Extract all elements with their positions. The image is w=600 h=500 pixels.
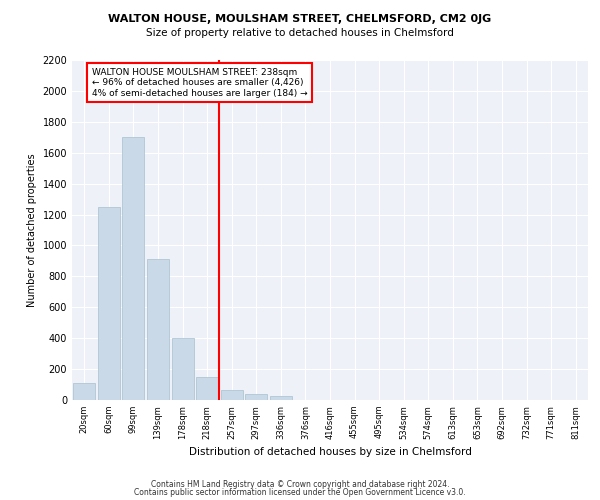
Bar [147,260,169,400]
Text: Contains public sector information licensed under the Open Government Licence v3: Contains public sector information licen… [134,488,466,497]
Text: WALTON HOUSE, MOULSHAM STREET, CHELMSFORD, CM2 0JG: WALTON HOUSE, MOULSHAM STREET, CHELMSFOR… [109,14,491,24]
Y-axis label: Number of detached properties: Number of detached properties [27,153,37,307]
Bar [221,390,243,400]
Text: Contains HM Land Registry data © Crown copyright and database right 2024.: Contains HM Land Registry data © Crown c… [151,480,449,489]
Bar [122,138,145,400]
Text: WALTON HOUSE MOULSHAM STREET: 238sqm
← 96% of detached houses are smaller (4,426: WALTON HOUSE MOULSHAM STREET: 238sqm ← 9… [92,68,307,98]
Bar [270,396,292,400]
Bar [98,207,120,400]
Bar [196,377,218,400]
Bar [73,383,95,400]
X-axis label: Distribution of detached houses by size in Chelmsford: Distribution of detached houses by size … [188,447,472,457]
Bar [172,338,194,400]
Text: Size of property relative to detached houses in Chelmsford: Size of property relative to detached ho… [146,28,454,38]
Bar [245,394,268,400]
